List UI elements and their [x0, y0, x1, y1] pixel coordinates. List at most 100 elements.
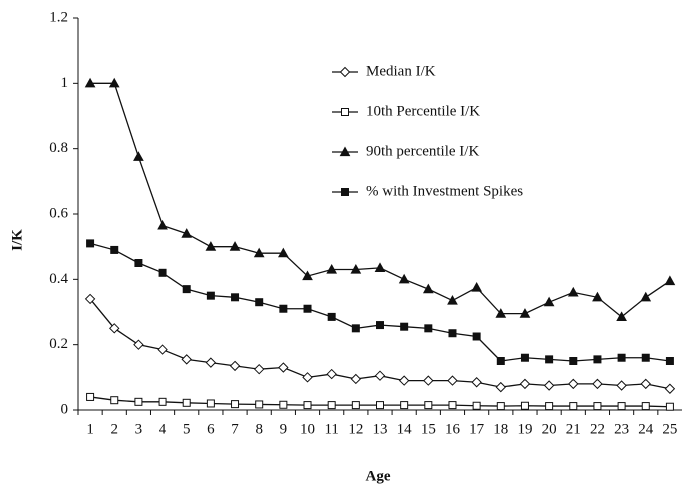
point	[567, 286, 579, 297]
point	[568, 378, 579, 390]
point	[641, 353, 650, 362]
x-tick-label: 17	[469, 421, 485, 437]
point	[593, 355, 602, 364]
legend-label: Median I/K	[366, 63, 436, 79]
y-tick-label: 0.8	[49, 140, 68, 156]
series-line	[89, 242, 671, 362]
point	[327, 312, 336, 321]
x-tick-label: 11	[324, 421, 338, 437]
point	[665, 357, 674, 365]
point	[543, 380, 555, 391]
legend-marker	[339, 146, 351, 157]
point	[664, 383, 676, 394]
point	[205, 357, 217, 368]
point	[133, 339, 144, 350]
x-tick-label: 15	[421, 421, 436, 437]
point	[182, 398, 191, 407]
point	[86, 392, 95, 401]
point	[495, 308, 507, 318]
x-tick-label: 25	[662, 421, 677, 437]
point	[617, 402, 626, 411]
point	[157, 219, 168, 230]
point	[278, 247, 289, 258]
legend-marker	[341, 188, 349, 196]
point	[229, 241, 241, 251]
x-tick-label: 14	[397, 421, 413, 437]
y-tick-label: 0	[61, 401, 69, 417]
point	[350, 373, 362, 385]
x-tick-label: 20	[542, 421, 557, 437]
point	[181, 228, 193, 238]
x-tick-label: 7	[231, 421, 239, 437]
point	[303, 401, 312, 410]
x-tick-label: 6	[207, 421, 215, 437]
point	[616, 311, 627, 321]
point	[592, 378, 603, 390]
point	[302, 270, 313, 281]
point	[279, 400, 288, 409]
point	[350, 264, 362, 274]
point	[520, 401, 529, 410]
point	[374, 262, 386, 272]
point	[253, 363, 265, 375]
point	[110, 245, 119, 254]
point	[472, 332, 481, 341]
point	[617, 353, 626, 362]
x-axis-label: Age	[366, 468, 391, 484]
x-tick-label: 23	[614, 421, 629, 437]
point	[229, 360, 241, 372]
point	[447, 375, 458, 386]
point	[400, 401, 409, 410]
point	[182, 285, 191, 294]
point	[569, 357, 578, 365]
legend-label: % with Investment Spikes	[366, 183, 523, 199]
point	[448, 401, 457, 410]
point	[423, 375, 434, 386]
point	[400, 322, 409, 331]
point	[351, 324, 360, 333]
legend-marker	[339, 66, 351, 78]
point	[520, 353, 529, 362]
point	[157, 344, 168, 355]
point	[376, 401, 384, 410]
point	[665, 402, 674, 411]
x-tick-label: 16	[445, 421, 461, 437]
legend-label: 10th Percentile I/K	[366, 103, 480, 119]
point	[519, 378, 531, 390]
point	[109, 323, 120, 334]
y-tick-label: 0.4	[49, 271, 68, 287]
point	[543, 296, 555, 307]
point	[545, 355, 554, 364]
point	[592, 291, 603, 302]
point	[398, 273, 410, 284]
x-tick-label: 18	[493, 421, 508, 437]
point	[326, 368, 337, 380]
point	[495, 381, 507, 393]
point	[398, 375, 410, 386]
point	[616, 380, 627, 391]
point	[255, 298, 264, 307]
point	[424, 324, 433, 333]
y-axis-label: I/K	[9, 229, 25, 251]
point	[545, 402, 554, 411]
x-tick-label: 10	[300, 421, 315, 437]
point	[133, 151, 144, 161]
x-tick-label: 5	[183, 421, 191, 437]
point	[496, 402, 505, 411]
point	[471, 281, 482, 292]
point	[303, 304, 312, 313]
point	[424, 401, 433, 410]
x-tick-label: 22	[590, 421, 605, 437]
point	[640, 291, 652, 302]
point	[84, 77, 96, 88]
point	[302, 372, 313, 383]
point	[255, 400, 264, 409]
point	[640, 378, 651, 390]
x-tick-label: 13	[373, 421, 388, 437]
point	[181, 354, 192, 365]
point	[569, 402, 578, 411]
point	[253, 247, 265, 258]
point	[206, 399, 215, 408]
point	[448, 329, 457, 338]
